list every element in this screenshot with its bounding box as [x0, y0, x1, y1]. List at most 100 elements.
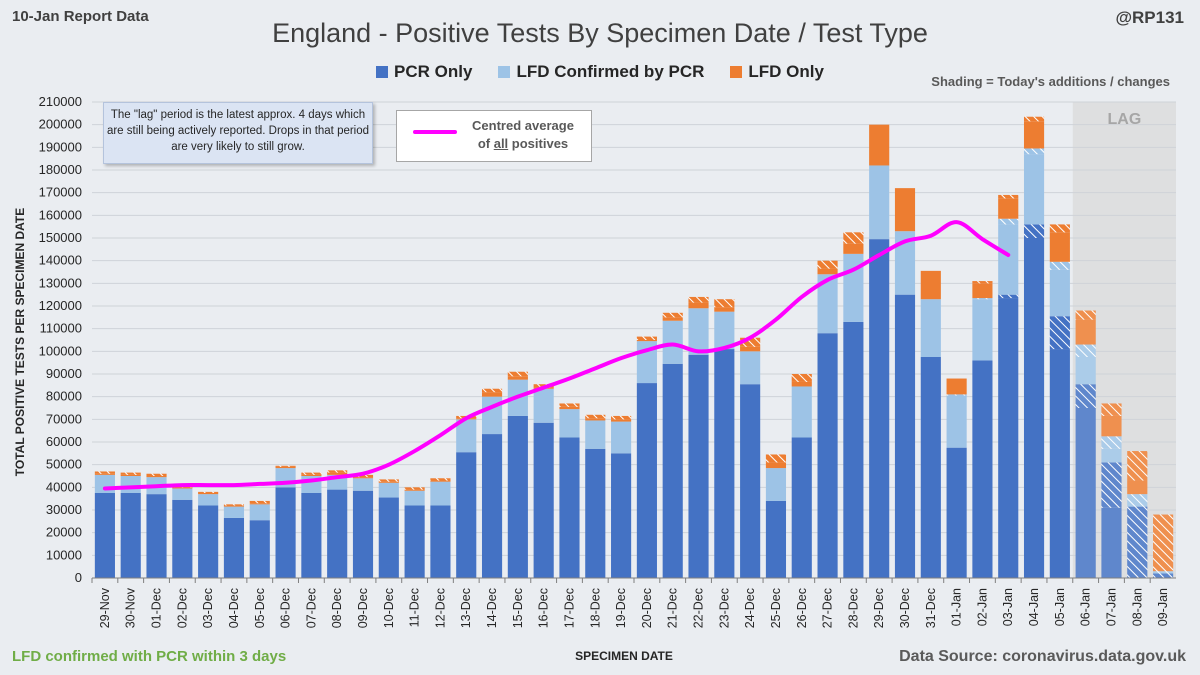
x-tick-label: 03-Jan: [1001, 588, 1015, 626]
bar-lfd-only-change: [1049, 224, 1070, 233]
average-legend-pre: of: [477, 136, 494, 151]
bar-lfd-confirmed: [998, 224, 1019, 295]
x-tick-label: 07-Dec: [304, 588, 318, 628]
y-tick-label: 160000: [39, 207, 82, 222]
bar-lfd-only: [688, 302, 709, 309]
bar-lfd-confirmed: [714, 311, 735, 350]
average-legend-underlined: all: [493, 136, 509, 151]
x-tick-label: 17-Dec: [562, 588, 576, 628]
bar-lfd-only-change: [1023, 116, 1045, 122]
bar-lfd-only: [559, 406, 580, 410]
bar-lfd-only: [1101, 415, 1122, 437]
x-tick-label: 08-Dec: [330, 588, 344, 628]
y-tick-label: 40000: [46, 479, 82, 494]
bar-lfd-only: [662, 317, 683, 321]
bar-lfd-confirmed-change: [1101, 436, 1122, 449]
bar-lfd-only-change: [146, 473, 167, 476]
y-tick-label: 90000: [46, 366, 82, 381]
bar-lfd-confirmed: [559, 409, 580, 438]
bar-lfd-confirmed: [765, 468, 787, 501]
bar-lfd-only-change: [378, 479, 399, 482]
bar-pcr: [817, 333, 838, 578]
bar-pcr: [636, 383, 657, 578]
bar-lfd-only-change: [611, 415, 632, 420]
bar-lag-overlay: [1101, 403, 1122, 578]
bar-pcr-change: [1023, 224, 1045, 238]
report-date-label: 10-Jan Report Data: [12, 8, 149, 25]
bar-lfd-only-change: [559, 403, 580, 407]
bar-lfd-only-change: [740, 337, 761, 347]
chart-legend: PCR Only LFD Confirmed by PCR LFD Only: [0, 62, 1200, 82]
bar-lfd-only-change: [430, 478, 451, 481]
bar-lfd-only: [1075, 319, 1096, 345]
bar-pcr: [430, 505, 451, 578]
bar-lfd-only-change: [481, 388, 503, 393]
bar-lfd-confirmed: [352, 478, 374, 491]
x-tick-label: 10-Dec: [382, 588, 396, 628]
y-tick-label: 190000: [39, 139, 82, 154]
bar-lfd-confirmed-change: [972, 298, 993, 300]
average-legend-post: positives: [508, 136, 569, 151]
bar-lfd-only: [146, 476, 167, 478]
bar-pcr: [920, 357, 941, 578]
bar-lfd-only-change: [327, 470, 348, 473]
bar-lfd-confirmed: [972, 299, 993, 361]
bar-lfd-only: [378, 481, 399, 483]
bar-pcr: [585, 448, 606, 578]
shading-note: Shading = Today's additions / changes: [931, 74, 1170, 89]
bar-lfd-only: [1023, 121, 1045, 149]
bar-lfd-only-change: [817, 260, 838, 269]
bar-pcr: [198, 505, 219, 578]
x-tick-label: 31-Dec: [924, 588, 938, 628]
average-line: [102, 220, 1011, 491]
bar-lfd-only: [1127, 480, 1148, 495]
y-tick-label: 110000: [40, 321, 82, 336]
bar-lfd-confirmed: [946, 395, 967, 448]
average-legend-box: Centred average of all positives: [396, 110, 592, 162]
y-tick-label: 150000: [39, 230, 82, 245]
chart-title: England - Positive Tests By Specimen Dat…: [272, 18, 928, 48]
x-tick-label: 22-Dec: [692, 588, 706, 628]
legend-swatch-pcr: [376, 66, 389, 78]
x-tick-label: 15-Dec: [511, 588, 525, 628]
bar-pcr: [611, 453, 632, 578]
bar-lfd-confirmed: [662, 320, 683, 364]
bar-lfd-confirmed: [1049, 269, 1070, 317]
average-legend-label: Centred average of all positives: [461, 117, 585, 153]
y-tick-label: 50000: [46, 457, 82, 472]
x-tick-label: 09-Jan: [1156, 588, 1170, 626]
legend-item-pcr: PCR Only: [376, 62, 472, 82]
y-tick-label: 30000: [46, 502, 82, 517]
bar-pcr: [223, 517, 245, 578]
bar-pcr: [94, 493, 115, 578]
bar-pcr: [765, 500, 787, 578]
bar-lfd-only: [172, 487, 193, 489]
y-tick-label: 10000: [46, 547, 82, 562]
bar-lfd-confirmed-change: [998, 218, 1019, 225]
bar-lfd-only-change: [198, 491, 219, 493]
x-axis-title: SPECIMEN DATE: [575, 649, 673, 663]
bar-lfd-only: [1049, 232, 1070, 262]
x-tick-label: 16-Dec: [537, 588, 551, 628]
bar-pcr: [249, 520, 270, 578]
bar-pcr: [1049, 349, 1070, 578]
bar-lfd-only: [843, 243, 864, 254]
y-tick-label: 80000: [46, 389, 82, 404]
x-tick-label: 06-Dec: [279, 588, 293, 628]
lag-note-box: The "lag" period is the latest approx. 4…: [103, 102, 373, 164]
bar-pcr: [894, 294, 916, 578]
x-tick-label: 09-Dec: [356, 588, 370, 628]
bar-lfd-only: [481, 392, 503, 397]
bar-lfd-confirmed: [740, 351, 761, 385]
x-tick-label: 21-Dec: [666, 588, 680, 628]
x-tick-label: 14-Dec: [485, 588, 499, 628]
bar-lfd-only-change: [791, 374, 812, 382]
bar-lfd-only-change: [120, 472, 141, 475]
x-tick-label: 25-Dec: [769, 588, 783, 628]
bar-lfd-only: [275, 466, 296, 469]
bar-lfd-only: [585, 418, 606, 421]
bar-lfd-only: [327, 472, 348, 475]
bar-lfd-only: [894, 188, 916, 232]
bar-lfd-only: [507, 376, 528, 380]
bar-lfd-confirmed: [817, 274, 838, 334]
